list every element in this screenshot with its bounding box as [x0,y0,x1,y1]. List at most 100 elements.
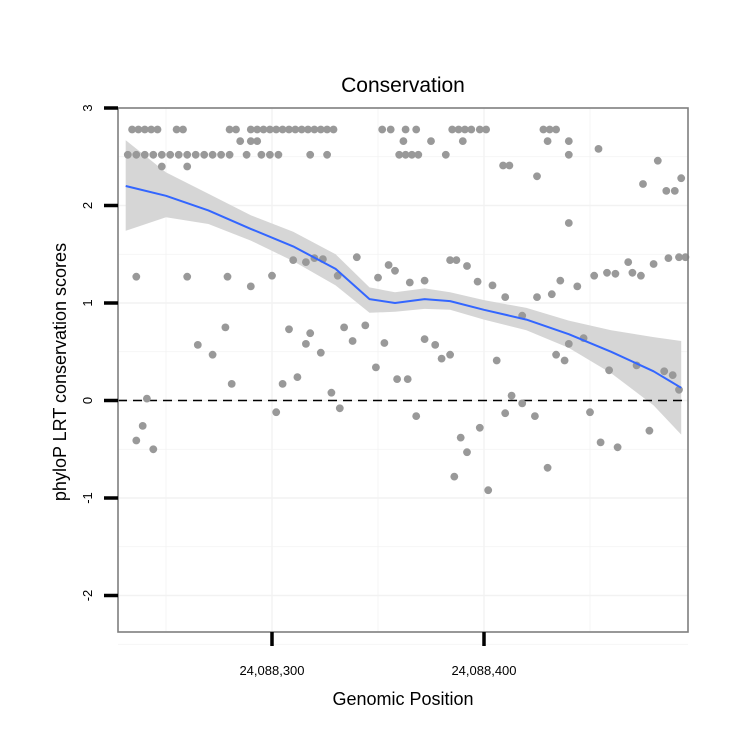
data-point [458,137,467,146]
data-point [454,125,463,134]
data-point [380,339,389,347]
data-point [539,125,548,134]
data-point [166,150,175,159]
data-point [456,433,465,442]
data-point [149,150,158,159]
data-point [193,341,202,349]
data-point [246,282,255,291]
plot-frame [117,107,689,633]
data-point [232,125,240,134]
data-point [393,375,401,383]
data-point [412,412,421,420]
data-point [564,219,573,227]
data-point [246,137,255,146]
data-point [484,486,493,495]
data-point [446,256,454,264]
data-point [268,271,276,280]
data-point [257,150,266,159]
data-point [412,125,421,134]
data-point [603,268,611,277]
data-point [143,394,151,403]
data-point [543,463,552,472]
data-point [473,277,482,286]
data-point [545,125,554,134]
data-point [372,363,380,372]
data-point [675,253,683,262]
data-points [123,125,690,495]
data-point [191,150,200,159]
data-point [306,329,315,338]
smooth-line-group [125,185,682,389]
data-point [259,125,268,134]
data-point [653,156,662,165]
chart-title: Conservation [341,74,465,97]
y-tick-label: -2 [80,590,95,602]
data-point [505,161,514,170]
data-point [217,150,226,159]
data-point [670,187,679,195]
data-point [138,422,147,430]
data-point [316,125,325,134]
data-point [253,125,262,134]
data-point [427,137,435,146]
data-point [266,125,274,134]
data-point [140,125,149,134]
data-point [278,125,287,134]
x-tick-label: 24,088,300 [239,663,304,678]
data-point [253,137,262,146]
data-point [613,443,622,452]
y-tick-label: 2 [80,202,95,209]
data-point [507,391,516,400]
data-point [475,125,484,134]
data-point [543,137,552,146]
data-point [637,271,645,280]
data-point [547,290,556,299]
data-point [242,150,251,159]
data-point [664,254,673,262]
data-point [149,445,158,454]
data-point [624,258,633,266]
data-point [316,348,325,357]
data-point [297,125,306,134]
data-point [501,409,510,418]
data-point [246,125,255,134]
data-point [391,266,399,275]
data-point [221,323,230,332]
data-point [448,125,457,134]
data-point [488,281,497,290]
data-point [420,276,429,285]
data-point [174,150,183,159]
data-point [179,125,187,134]
data-point [352,253,361,262]
data-point [208,150,217,159]
data-point [183,150,192,159]
y-axis-title: phyloP LRT conservation scores [50,243,70,501]
data-point [556,276,565,285]
data-point [272,125,281,134]
data-point [420,335,429,343]
data-point [531,412,539,420]
data-point [611,269,620,278]
data-point [132,150,141,159]
data-point [408,150,416,159]
data-point [172,125,181,134]
y-axis-ticks: -2 -1 0 1 2 3 [80,104,118,601]
y-tick-label: -1 [80,492,95,504]
data-point [327,388,336,397]
data-point [403,375,412,383]
data-point [183,162,192,171]
data-point [564,137,573,146]
data-point [289,256,298,264]
data-point [677,174,686,183]
data-point [450,472,459,481]
data-point [140,150,149,159]
data-point [533,172,541,181]
data-point [401,150,410,159]
y-tick-label: 3 [80,104,95,111]
data-point [501,293,510,301]
data-point [437,354,446,363]
data-point [482,125,490,134]
data-point [293,373,302,381]
data-point [329,125,338,134]
